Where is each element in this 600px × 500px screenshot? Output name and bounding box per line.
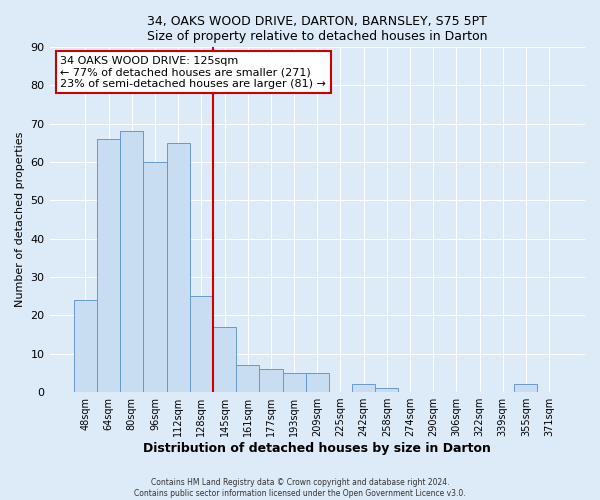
Bar [120, 132, 143, 392]
Bar [213, 327, 236, 392]
Text: 34 OAKS WOOD DRIVE: 125sqm
← 77% of detached houses are smaller (271)
23% of sem: 34 OAKS WOOD DRIVE: 125sqm ← 77% of deta… [60, 56, 326, 89]
Bar [514, 384, 538, 392]
Bar [167, 143, 190, 392]
Bar [74, 300, 97, 392]
Title: 34, OAKS WOOD DRIVE, DARTON, BARNSLEY, S75 5PT
Size of property relative to deta: 34, OAKS WOOD DRIVE, DARTON, BARNSLEY, S… [147, 15, 488, 43]
Bar [236, 365, 259, 392]
Bar [97, 139, 120, 392]
Bar [259, 369, 283, 392]
Bar [305, 373, 329, 392]
X-axis label: Distribution of detached houses by size in Darton: Distribution of detached houses by size … [143, 442, 491, 455]
Bar [352, 384, 375, 392]
Bar [190, 296, 213, 392]
Bar [375, 388, 398, 392]
Y-axis label: Number of detached properties: Number of detached properties [15, 132, 25, 307]
Bar [283, 373, 305, 392]
Text: Contains HM Land Registry data © Crown copyright and database right 2024.
Contai: Contains HM Land Registry data © Crown c… [134, 478, 466, 498]
Bar [143, 162, 167, 392]
